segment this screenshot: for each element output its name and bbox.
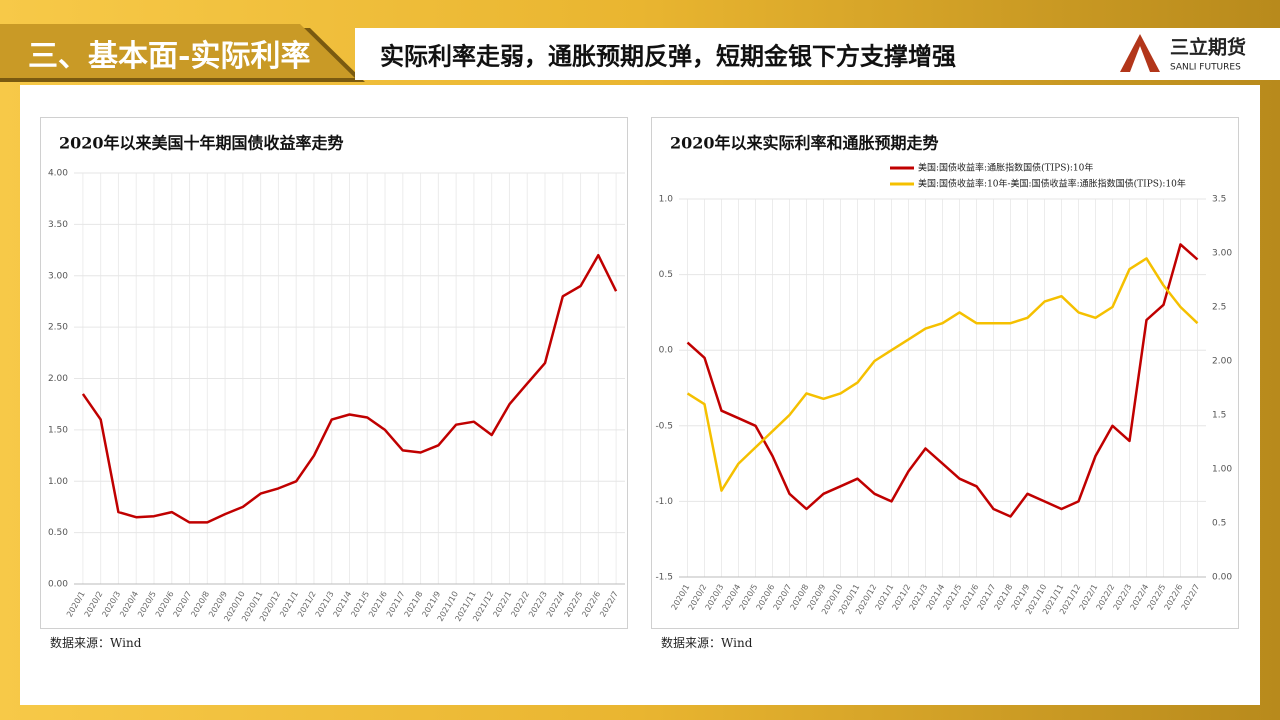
- legend-label: 美国:国债收益率:10年-美国:国债收益率:通胀指数国债(TIPS):10年: [918, 178, 1186, 190]
- y-tick-label: 0.0: [659, 346, 674, 356]
- y-tick-label: 4.00: [48, 169, 68, 179]
- y-tick-label: 1.00: [1212, 465, 1232, 475]
- chart-title: 2020年以来实际利率和通胀预期走势: [670, 134, 939, 153]
- y-tick-label: 1.00: [48, 477, 68, 487]
- header: 三、基本面-实际利率 实际利率走弱，通胀预期反弹，短期金银下方支撑增强 三立期货…: [0, 24, 1280, 82]
- y-tick-label: 2.00: [48, 374, 68, 384]
- y-tick-label: 1.0: [659, 195, 674, 205]
- section-title: 三、基本面-实际利率: [28, 39, 310, 74]
- y-tick-label: 1.5: [1212, 411, 1226, 421]
- chart-panel: 2020年以来实际利率和通胀预期走势-1.5-1.0-0.50.00.51.00…: [651, 117, 1239, 629]
- logo-icon-inner: [1130, 46, 1150, 72]
- y-tick-label: 2.00: [1212, 357, 1232, 367]
- y-tick-label: 0.00: [48, 580, 68, 590]
- y-tick-label: 3.00: [1212, 249, 1232, 259]
- y-tick-label: -0.5: [655, 421, 673, 431]
- source: 数据来源：Wind: [661, 636, 753, 650]
- source: 数据来源：Wind: [50, 636, 142, 650]
- y-tick-label: 2.5: [1212, 303, 1226, 313]
- chart-title: 2020年以来美国十年期国债收益率走势: [59, 134, 344, 153]
- y-tick-label: 3.5: [1212, 195, 1226, 205]
- y-tick-label: -1.5: [655, 573, 673, 583]
- line-series: [686, 243, 1199, 518]
- y-tick-label: 0.5: [1212, 519, 1226, 529]
- line-series: [81, 253, 618, 524]
- y-tick-label: -1.0: [655, 497, 673, 507]
- logo-en: SANLI FUTURES: [1170, 63, 1241, 73]
- y-tick-label: 0.00: [1212, 573, 1232, 583]
- slide-title: 实际利率走弱，通胀预期反弹，短期金银下方支撑增强: [380, 42, 956, 71]
- y-tick-label: 1.50: [48, 425, 68, 435]
- y-tick-label: 0.50: [48, 528, 68, 538]
- y-tick-label: 0.5: [659, 270, 673, 280]
- y-tick-label: 2.50: [48, 323, 68, 333]
- chart-panel: 2020年以来美国十年期国债收益率走势 0.00 0.50 1.00 1.50 2.00 2…: [40, 117, 628, 629]
- legend-label: 美国:国债收益率:通胀指数国债(TIPS):10年: [918, 162, 1093, 174]
- y-tick-label: 3.00: [48, 271, 68, 281]
- logo-text: 三立期货: [1170, 36, 1246, 59]
- line-series: [686, 257, 1199, 492]
- banner: [0, 24, 355, 78]
- y-tick-label: 3.50: [48, 220, 68, 230]
